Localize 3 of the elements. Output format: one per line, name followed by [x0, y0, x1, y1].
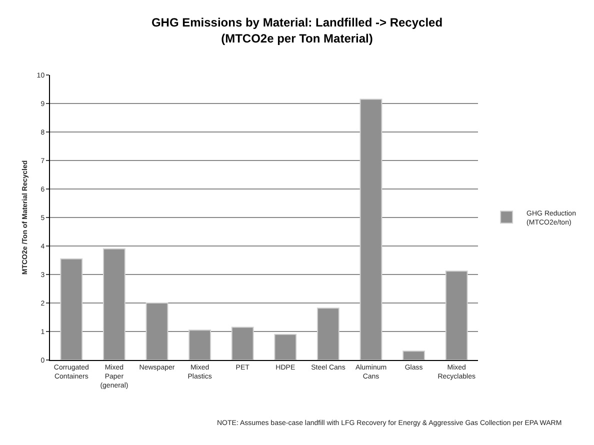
bar — [274, 334, 297, 360]
chart-title: GHG Emissions by Material: Landfilled -> Recycled (MTCO2e per Ton Material) — [151, 16, 443, 46]
bar — [402, 350, 425, 360]
